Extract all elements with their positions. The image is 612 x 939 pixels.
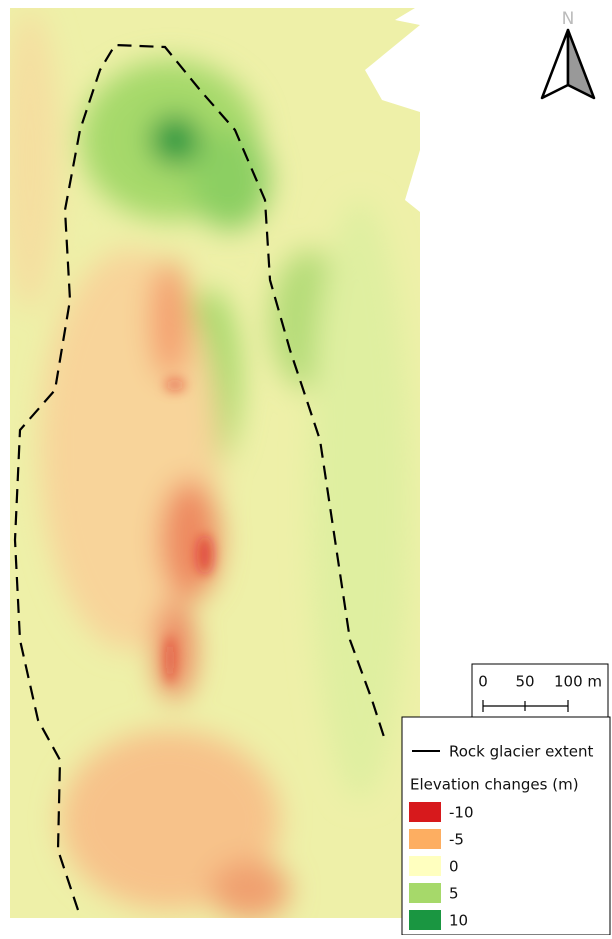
north-arrow: N — [542, 9, 594, 98]
legend-item-label: -10 — [449, 804, 474, 822]
map-page: N 0 50 100 m Rock glacier extent Elevati… — [0, 0, 612, 935]
legend-swatch — [409, 910, 441, 930]
legend-item-label: 0 — [449, 858, 459, 876]
legend-item-label: -5 — [449, 831, 464, 849]
scale-label: 100 m — [554, 673, 602, 691]
scale-label: 0 — [478, 673, 488, 691]
legend-swatch — [409, 856, 441, 876]
legend-swatch — [409, 802, 441, 822]
legend: Rock glacier extent Elevation changes (m… — [402, 717, 610, 935]
legend-item-label: 5 — [449, 885, 459, 903]
scale-bar: 0 50 100 m — [472, 664, 608, 717]
scale-label: 50 — [515, 673, 534, 691]
legend-title: Elevation changes (m) — [410, 776, 579, 794]
legend-swatch — [409, 829, 441, 849]
elevation-raster — [0, 0, 430, 935]
legend-line-label: Rock glacier extent — [449, 743, 594, 761]
north-label: N — [562, 9, 575, 29]
legend-item-label: 10 — [449, 912, 468, 930]
legend-swatch — [409, 883, 441, 903]
